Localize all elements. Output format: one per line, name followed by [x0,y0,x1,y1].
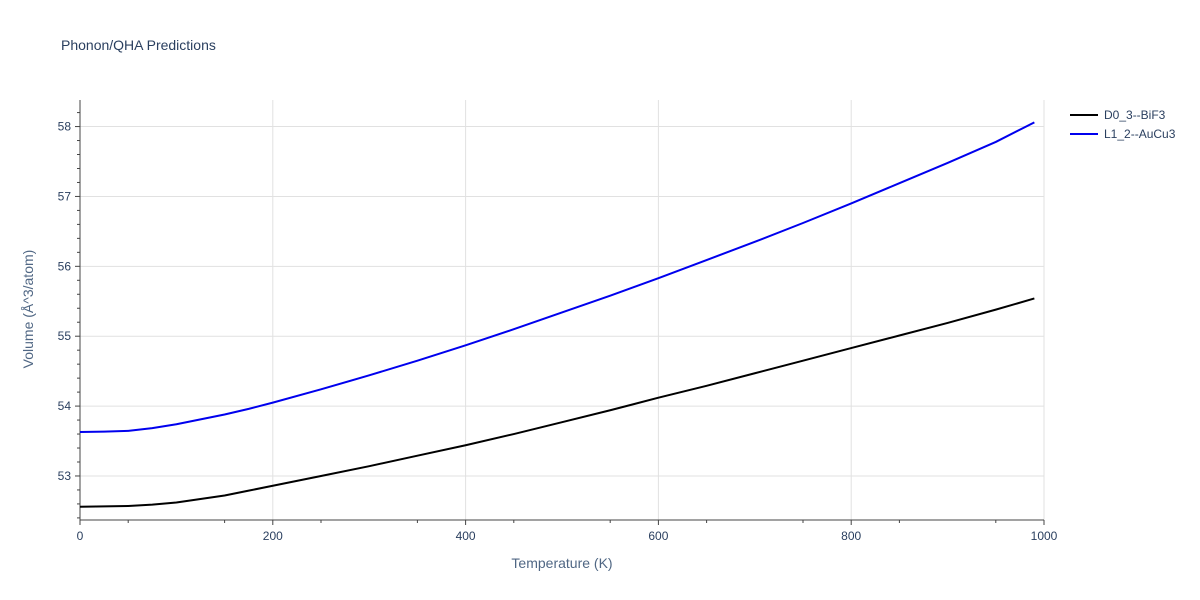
axes: 0 200 400 600 800 1000 53 54 55 56 57 58 [58,100,1058,543]
series-line-0 [79,297,1035,508]
chart-title: Phonon/QHA Predictions [61,37,216,53]
gridlines [80,100,1045,520]
y-axis-title: Volume (Å^3/atom) [20,250,36,369]
x-axis-title: Temperature (K) [511,555,612,571]
legend[interactable]: D0_3--BiF3 L1_2--AuCu3 [1070,108,1176,141]
y-tick-label: 54 [58,399,72,413]
series-line-1 [79,121,1035,433]
y-tick-label: 56 [58,259,72,273]
x-tick-label: 200 [263,529,283,543]
legend-item-0[interactable]: D0_3--BiF3 [1070,108,1166,122]
x-tick-label: 400 [456,529,476,543]
y-tick-label: 53 [58,469,72,483]
x-tick-label: 800 [841,529,861,543]
y-tick-label: 55 [58,329,72,343]
legend-label: L1_2--AuCu3 [1104,127,1176,141]
legend-label: D0_3--BiF3 [1104,108,1166,122]
y-tick-label: 58 [58,120,72,134]
series-layer [79,121,1035,508]
legend-item-1[interactable]: L1_2--AuCu3 [1070,127,1176,141]
x-tick-label: 1000 [1031,529,1058,543]
y-tick-label: 57 [58,189,72,203]
x-tick-label: 0 [77,529,84,543]
x-tick-label: 600 [648,529,668,543]
